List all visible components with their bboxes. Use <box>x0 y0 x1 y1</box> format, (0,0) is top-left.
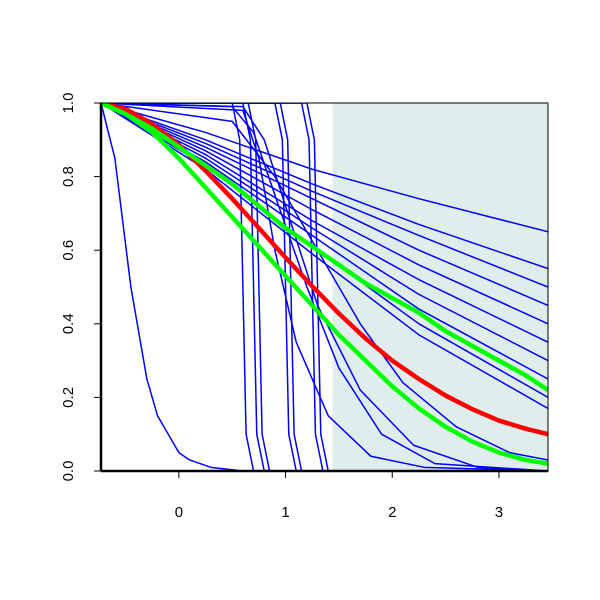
series-line <box>101 103 548 471</box>
series-line <box>101 103 548 471</box>
y-tick-label: 0.8 <box>60 166 77 187</box>
y-tick-label: 0.2 <box>60 387 77 408</box>
background-layer <box>332 103 548 471</box>
series-line <box>101 103 548 471</box>
series-line <box>101 103 548 307</box>
x-tick-label: 3 <box>495 504 503 521</box>
series-line <box>101 103 548 471</box>
y-tick-label: 0.0 <box>60 461 77 482</box>
x-tick-label: 1 <box>281 504 289 521</box>
series-line <box>101 103 548 461</box>
series-line <box>101 103 548 471</box>
series-line <box>101 103 548 466</box>
series-line <box>101 103 548 270</box>
y-tick-label: 1.0 <box>60 93 77 114</box>
shaded-region <box>332 103 548 471</box>
series-line <box>101 103 548 471</box>
series-line <box>101 103 548 471</box>
series-line <box>101 103 548 392</box>
x-tick-label: 0 <box>175 504 183 521</box>
series-line <box>101 103 548 288</box>
axes: 0 1 2 3 0.0 0.2 0.4 0.6 0.8 1.0 <box>60 93 549 521</box>
y-tick-label: 0.6 <box>60 240 77 261</box>
y-tick-label: 0.4 <box>60 313 77 334</box>
plot-lines <box>101 103 548 471</box>
series-line <box>101 103 548 471</box>
series-line <box>101 103 548 471</box>
x-tick-label: 2 <box>388 504 396 521</box>
series-line <box>101 103 548 325</box>
series-line <box>101 103 548 471</box>
series-line <box>101 103 548 233</box>
